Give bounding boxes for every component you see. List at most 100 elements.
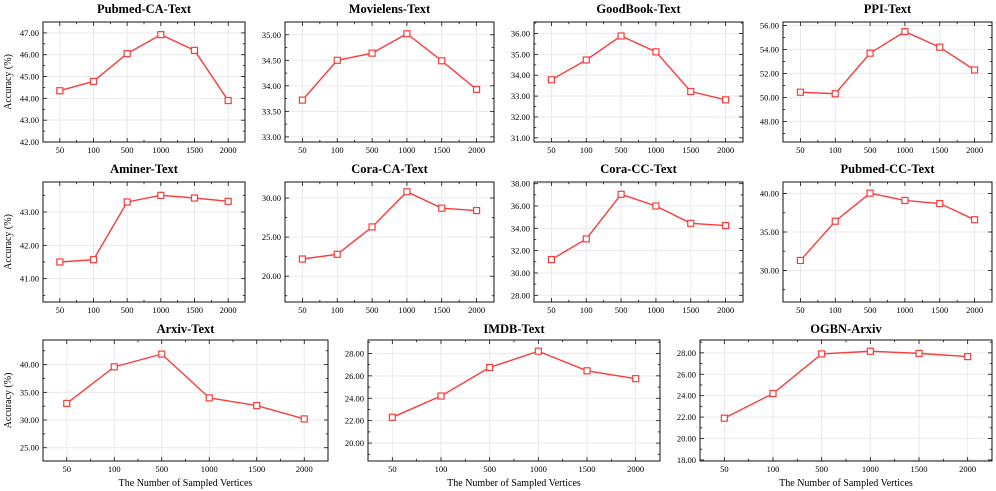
data-point-marker bbox=[253, 402, 261, 410]
x-tick-label: 2000 bbox=[296, 464, 313, 474]
y-tick-label: 28.00 bbox=[677, 348, 696, 358]
x-tick-label: 100 bbox=[580, 305, 593, 315]
data-point-marker bbox=[617, 190, 625, 198]
data-point-marker bbox=[110, 363, 118, 371]
y-tick-label: 20.00 bbox=[677, 434, 696, 444]
x-tick-label: 1000 bbox=[896, 305, 913, 315]
data-line bbox=[66, 353, 305, 420]
x-tick-label: 50 bbox=[298, 305, 307, 315]
x-tick-label: 1500 bbox=[186, 305, 203, 315]
chart-title: IMDB-Text bbox=[483, 322, 545, 336]
data-point-marker bbox=[901, 196, 909, 205]
x-tick-label: 2000 bbox=[717, 145, 734, 155]
data-line bbox=[800, 30, 975, 95]
y-tick-label: 35.00 bbox=[760, 227, 779, 237]
data-point-marker bbox=[831, 90, 839, 98]
y-axis-label: Accuracy (%) bbox=[3, 214, 14, 270]
data-point-marker bbox=[224, 197, 232, 205]
data-point-marker bbox=[486, 363, 494, 372]
y-tick-label: 22.00 bbox=[345, 416, 364, 426]
x-tick-label: 100 bbox=[331, 305, 344, 315]
x-tick-label: 50 bbox=[547, 305, 556, 315]
y-tick-label: 43.00 bbox=[20, 207, 39, 217]
data-point-marker bbox=[831, 217, 839, 225]
x-tick-label: 500 bbox=[155, 464, 168, 474]
chart-title: GoodBook-Text bbox=[596, 2, 681, 16]
y-tick-label: 33.00 bbox=[262, 132, 281, 142]
x-tick-label: 500 bbox=[615, 305, 628, 315]
x-tick-label: 100 bbox=[87, 305, 100, 315]
x-tick-label: 2000 bbox=[468, 305, 485, 315]
data-point-marker bbox=[123, 198, 131, 206]
y-tick-label: 56.00 bbox=[760, 21, 779, 31]
chart-cora-ca-text: Cora-CA-Text 20.00 25.00 30.00 50 100 500 1000 1… bbox=[262, 162, 495, 315]
data-point-marker bbox=[915, 349, 923, 357]
data-point-marker bbox=[368, 223, 376, 231]
data-point-marker bbox=[157, 191, 165, 199]
y-tick-label: 36.00 bbox=[511, 28, 530, 38]
data-point-marker bbox=[472, 85, 481, 94]
data-point-marker bbox=[63, 399, 71, 408]
x-tick-label: 2000 bbox=[220, 305, 237, 315]
x-tick-label: 100 bbox=[435, 464, 448, 474]
x-tick-label: 1000 bbox=[862, 464, 879, 474]
data-point-marker bbox=[720, 414, 728, 422]
chart-pubmed-ca-text: Pubmed-CA-Text 42.00 43.00 44.00 45.00 46.00 4… bbox=[3, 2, 246, 155]
y-axis-label: Accuracy (%) bbox=[3, 373, 14, 429]
y-tick-label: 33.00 bbox=[511, 91, 530, 101]
x-axis-label: The Number of Sampled Vertices bbox=[779, 478, 913, 489]
x-tick-label: 2000 bbox=[627, 464, 644, 474]
x-tick-label: 500 bbox=[864, 305, 877, 315]
plot-frame bbox=[42, 21, 246, 143]
x-tick-label: 100 bbox=[580, 145, 593, 155]
data-point-marker bbox=[721, 96, 730, 104]
y-tick-label: 32.00 bbox=[511, 246, 530, 256]
data-point-marker bbox=[866, 189, 874, 197]
chart-title: Cora-CC-Text bbox=[600, 162, 677, 176]
y-tick-label: 20.00 bbox=[262, 271, 281, 281]
chart-title: Pubmed-CC-Text bbox=[841, 162, 936, 176]
x-tick-label: 500 bbox=[366, 145, 379, 155]
x-tick-label: 500 bbox=[815, 464, 828, 474]
y-tick-label: 26.00 bbox=[345, 371, 364, 381]
x-tick-label: 50 bbox=[63, 464, 72, 474]
x-axis-label: The Number of Sampled Vertices bbox=[447, 478, 581, 489]
data-point-marker bbox=[796, 256, 805, 265]
data-point-marker bbox=[157, 31, 165, 39]
x-tick-label: 1500 bbox=[248, 464, 265, 474]
x-tick-label: 1500 bbox=[579, 464, 596, 474]
y-tick-label: 38.00 bbox=[511, 179, 530, 189]
y-tick-label: 47.00 bbox=[20, 28, 39, 38]
data-point-marker bbox=[687, 87, 695, 96]
plot-frame bbox=[284, 181, 495, 303]
y-tick-label: 34.00 bbox=[511, 70, 530, 80]
y-tick-label: 50.00 bbox=[760, 93, 779, 103]
x-tick-label: 50 bbox=[56, 305, 65, 315]
data-point-marker bbox=[190, 46, 199, 54]
y-tick-label: 28.00 bbox=[511, 290, 530, 300]
y-tick-label: 41.00 bbox=[20, 274, 39, 284]
chart-title: Aminer-Text bbox=[110, 162, 179, 176]
chart-title: OGBN-Arxiv bbox=[810, 322, 882, 336]
x-tick-label: 1000 bbox=[152, 305, 169, 315]
y-tick-label: 54.00 bbox=[760, 45, 779, 55]
x-tick-label: 2000 bbox=[220, 145, 237, 155]
data-point-marker bbox=[936, 43, 944, 51]
chart-title: Cora-CA-Text bbox=[351, 162, 428, 176]
plot-frame bbox=[782, 181, 993, 303]
x-tick-label: 1000 bbox=[896, 145, 913, 155]
x-tick-label: 50 bbox=[298, 145, 307, 155]
y-tick-label: 45.00 bbox=[20, 72, 39, 82]
chart-ogbn-arxiv: OGBN-Arxiv 18.00 20.00 22.00 24.00 26.00 28.00… bbox=[677, 322, 993, 489]
y-tick-label: 20.00 bbox=[345, 438, 364, 448]
x-tick-label: 50 bbox=[796, 145, 805, 155]
data-point-marker bbox=[224, 96, 232, 105]
data-point-marker bbox=[437, 392, 445, 400]
data-point-marker bbox=[403, 188, 411, 196]
y-tick-label: 35.00 bbox=[262, 30, 281, 40]
chart-title: PPI-Text bbox=[864, 2, 912, 16]
chart-pubmed-cc-text: Pubmed-CC-Text 30.00 35.00 40.00 50 100 500 100… bbox=[760, 162, 993, 315]
chart-title: Arxiv-Text bbox=[157, 322, 216, 336]
data-point-marker bbox=[866, 347, 874, 355]
data-line bbox=[301, 32, 478, 101]
